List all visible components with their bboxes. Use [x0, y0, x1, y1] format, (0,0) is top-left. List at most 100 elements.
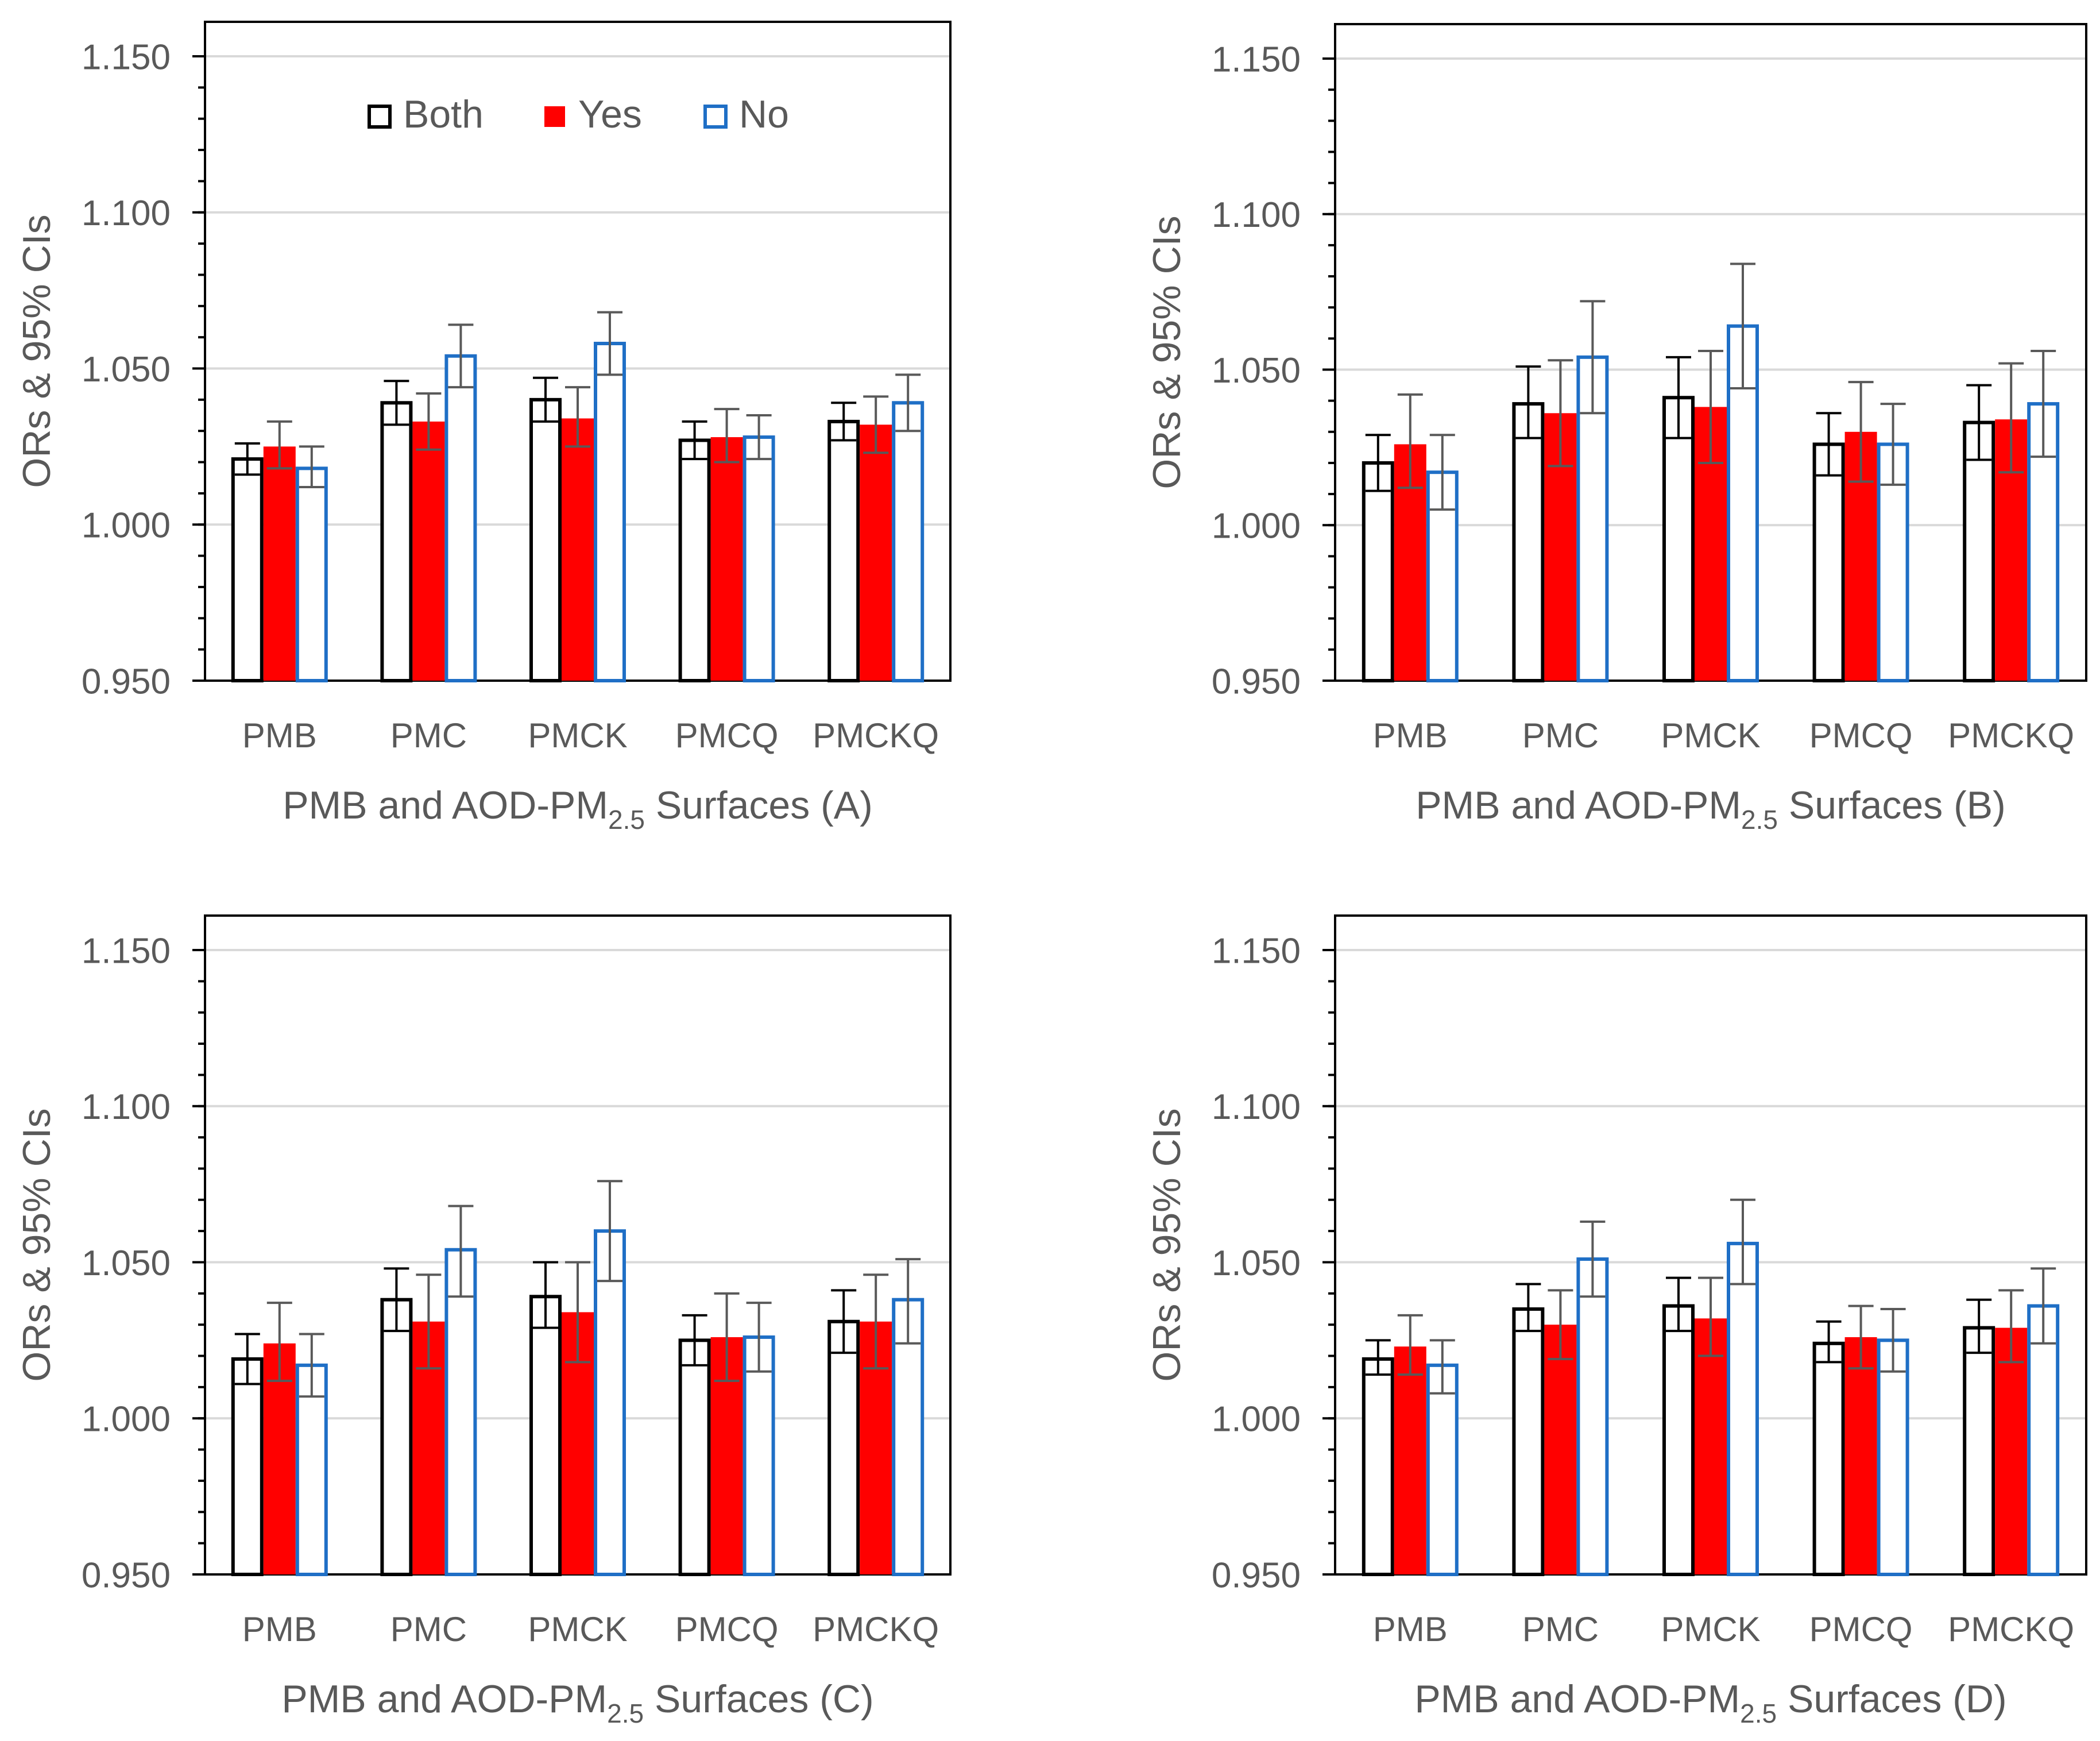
bar-both — [380, 1298, 413, 1576]
x-category-label: PMC — [1522, 716, 1599, 755]
x-axis-title-main: PMB and AOD-PM — [1416, 783, 1741, 827]
legend-label-both: Both — [403, 92, 484, 136]
x-axis-title-tail: Surfaces (B) — [1778, 783, 2006, 827]
bar-yes — [1394, 1346, 1426, 1574]
y-tick-label: 1.050 — [1212, 351, 1301, 391]
y-tick-label: 1.150 — [1212, 931, 1301, 971]
bar-no — [594, 342, 626, 682]
bar-both — [827, 1319, 860, 1576]
y-tick-label: 0.950 — [1212, 1555, 1301, 1595]
y-tick-label: 0.950 — [1212, 662, 1301, 701]
x-category-label: PMCK — [1661, 716, 1760, 755]
bar-no — [892, 401, 925, 682]
y-axis-title: ORs & 95% CIs — [15, 214, 59, 488]
bar-both — [1812, 1341, 1845, 1577]
bar-yes — [710, 437, 743, 681]
legend-label-yes: Yes — [578, 92, 642, 136]
bar-yes — [860, 424, 892, 681]
bar-both — [1963, 1326, 1995, 1576]
y-axis-title: ORs & 95% CIs — [1145, 1108, 1189, 1381]
x-category-label: PMC — [390, 1610, 467, 1649]
x-category-label: PMC — [390, 716, 467, 755]
bar-both — [678, 438, 711, 682]
bar-both — [1812, 442, 1845, 683]
bar-no — [1727, 1241, 1759, 1576]
bar-both — [1662, 396, 1695, 682]
bar-no — [594, 1229, 626, 1576]
x-axis-title-subscript: 2.5 — [1740, 1698, 1777, 1728]
y-tick-label: 1.000 — [1212, 507, 1301, 546]
y-axis-title: ORs & 95% CIs — [15, 1108, 59, 1381]
y-tick-label: 1.100 — [82, 1087, 171, 1127]
legend: Both Yes No — [368, 92, 789, 136]
x-category-label: PMB — [242, 716, 317, 755]
chart-panel-b: 0.950 1.000 1.050 1.100 1.150 PMB PMC PMCK PMCQ P… — [1145, 23, 2087, 835]
y-tick-label: 1.100 — [1212, 195, 1301, 235]
bar-both — [231, 457, 264, 682]
bar-no — [1877, 1338, 1909, 1576]
chart-panel-d: 0.950 1.000 1.050 1.100 1.150 PMB PMC PMCK PMCQ P… — [1145, 914, 2087, 1728]
x-category-label: PMCK — [528, 716, 627, 755]
x-category-label: PMB — [1373, 1610, 1448, 1649]
y-tick-label: 1.000 — [1212, 1400, 1301, 1439]
y-tick-label: 1.100 — [82, 194, 171, 233]
bar-yes — [1844, 1337, 1877, 1574]
bar-no — [1576, 1257, 1609, 1576]
chart-panel-a: 0.950 1.000 1.050 1.100 1.150 PMB PMC PMCK PMCQ P… — [15, 21, 952, 835]
bar-yes — [1695, 1318, 1727, 1574]
x-axis-title-main: PMB and AOD-PM — [1414, 1677, 1740, 1721]
x-category-label: PMCKQ — [1948, 716, 2074, 755]
bar-no — [2027, 1304, 2060, 1577]
bar-both — [1662, 1304, 1695, 1577]
y-tick-label: 1.150 — [1212, 40, 1301, 79]
bar-both — [529, 1295, 562, 1576]
x-category-label: PMCKQ — [813, 716, 939, 755]
x-category-label: PMB — [1373, 716, 1448, 755]
x-axis-title-subscript: 2.5 — [1741, 805, 1778, 835]
x-category-label: PMCQ — [675, 716, 779, 755]
y-tick-label: 1.050 — [1212, 1244, 1301, 1283]
y-tick-label: 1.050 — [82, 350, 171, 389]
x-category-label: PMCKQ — [813, 1610, 939, 1649]
bar-both — [1362, 1357, 1394, 1577]
bar-yes — [412, 421, 445, 681]
bar-both — [1512, 1307, 1545, 1576]
bar-both — [380, 401, 413, 682]
bar-both — [1362, 461, 1394, 682]
legend-swatch-no — [703, 105, 728, 129]
x-axis-title: PMB and AOD-PM2.5 Surfaces (B) — [1416, 783, 2006, 835]
y-tick-label: 1.000 — [82, 506, 171, 546]
bar-no — [742, 1335, 775, 1576]
y-tick-label: 1.100 — [1212, 1087, 1301, 1127]
bar-both — [1963, 420, 1995, 682]
x-axis-title: PMB and AOD-PM2.5 Surfaces (C) — [281, 1677, 873, 1728]
bar-no — [1426, 1363, 1459, 1576]
bar-no — [444, 354, 477, 682]
x-axis-title-subscript: 2.5 — [608, 805, 645, 835]
bar-both — [529, 397, 562, 682]
legend-swatch-both — [368, 105, 392, 129]
bar-yes — [263, 446, 296, 681]
x-axis-title-tail: Surfaces (A) — [645, 783, 873, 827]
y-tick-label: 0.950 — [82, 662, 171, 701]
x-category-label: PMCQ — [1809, 716, 1913, 755]
x-axis-title-tail: Surfaces (D) — [1777, 1677, 2007, 1721]
legend-swatch-yes — [544, 106, 565, 127]
bar-no — [444, 1248, 477, 1576]
bar-both — [678, 1338, 711, 1576]
bar-both — [231, 1357, 264, 1577]
x-category-label: PMC — [1522, 1610, 1599, 1649]
y-tick-label: 1.000 — [82, 1400, 171, 1439]
x-axis-title-main: PMB and AOD-PM — [281, 1677, 607, 1721]
bar-both — [827, 419, 860, 683]
x-category-label: PMCK — [528, 1610, 627, 1649]
x-axis-title-main: PMB and AOD-PM — [283, 783, 608, 827]
x-category-label: PMCQ — [1809, 1610, 1913, 1649]
x-category-label: PMB — [242, 1610, 317, 1649]
x-axis-title-subscript: 2.5 — [607, 1698, 644, 1728]
y-tick-label: 1.050 — [82, 1244, 171, 1283]
bar-both — [1512, 402, 1545, 682]
x-category-label: PMCKQ — [1948, 1610, 2074, 1649]
x-category-label: PMCQ — [675, 1610, 779, 1649]
bar-yes — [562, 418, 594, 681]
